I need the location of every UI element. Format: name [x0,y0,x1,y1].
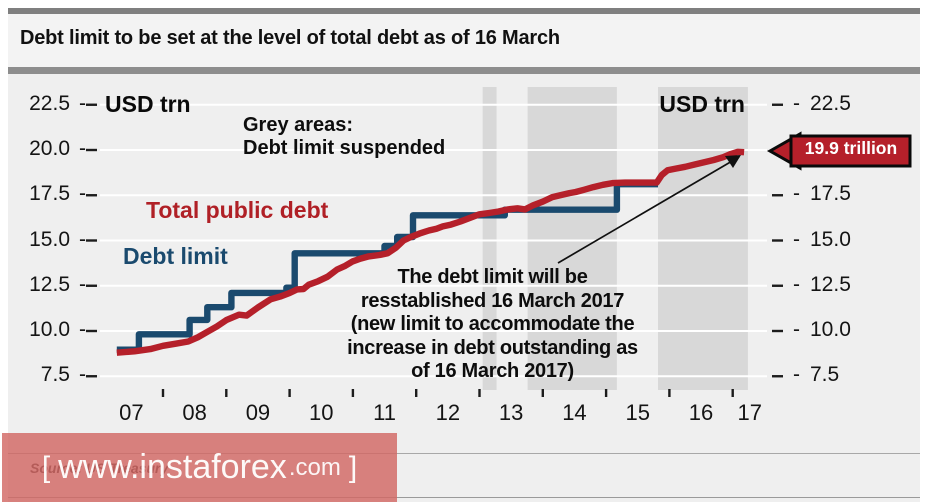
annotation-arrow-line [557,156,740,264]
end-value-callout-box [789,134,912,168]
x-axis-label: 10 [309,400,334,425]
suspension-band [527,87,617,390]
legend-debt-limit: Debt limit [123,243,228,269]
y-axis-label-left: 10.0- [29,318,86,341]
y-axis-unit-left: USD trn [105,91,191,117]
x-axis-label: 09 [245,400,271,425]
x-axis-label: 16 [688,400,714,425]
y-axis-unit-right: USD trn [659,91,745,117]
instaforex-watermark: [ www.instaforex .com ] [2,433,397,502]
x-axis-label: 07 [119,400,144,425]
watermark-site-name: www.instaforex [58,448,287,486]
annotation-arrow-head [725,155,741,168]
top-divider-bar [8,8,920,14]
grey-areas-note-line2: Debt limit suspended [243,137,446,159]
annotation-line: (new limit to accommodate the [350,313,635,335]
grey-areas-note-line1: Grey areas: [243,114,354,136]
end-value-callout-label: 19.9 trillion [804,138,898,158]
annotation-line: of 16 March 2017) [411,360,574,382]
x-axis-label: 14 [562,400,587,425]
total-public-debt-line [116,148,745,356]
y-axis-label-left: 22.5- [29,91,86,115]
watermark-bracket-close: ] [348,450,358,484]
debt-limit-line [116,180,658,353]
x-axis-label: 12 [435,400,461,425]
source-strip-divider-bottom [8,497,920,498]
y-axis-label-right: -12.5 [793,272,851,296]
annotation-line: resstablished 16 March 2017 [360,289,625,312]
watermark-bracket-open: [ [41,450,51,484]
x-axis-label: 17 [737,400,763,425]
y-axis-label-right: -15.0 [793,227,851,251]
title-band [8,14,920,67]
x-axis-label: 08 [182,400,207,425]
annotation-line: The debt limit will be [397,266,588,288]
y-axis-label-left: 15.0- [29,227,86,251]
y-axis-label-left: 7.5- [40,363,86,387]
chart-background [8,74,920,502]
x-axis-label: 13 [498,400,524,425]
suspension-band [658,87,748,390]
y-axis-label-left: 20.0- [29,137,86,160]
y-axis-label-right: -10.0 [793,318,851,341]
annotation-line: increase in debt outstanding as [347,336,638,359]
legend-total-public-debt: Total public debt [146,197,329,223]
y-axis-label-left: 17.5- [29,182,86,206]
watermark-domain: .com [288,453,341,481]
mid-divider-bar [8,67,920,74]
x-axis-label: 15 [625,400,650,425]
y-axis-label-left: 12.5- [29,272,86,296]
x-axis-label: 11 [373,400,396,425]
debt-limit-annotation: The debt limit will be resstablished 16 M… [300,266,685,384]
y-axis-label-right: -22.5 [793,91,851,115]
page-title: Debt limit to be set at the level of tot… [20,27,560,49]
y-axis-label-right: -17.5 [793,182,851,206]
grey-areas-note: Grey areas: Debt limit suspended [243,114,445,160]
source-strip-divider-top [8,453,920,454]
y-axis-label-right: -7.5 [793,363,840,387]
suspension-band [482,87,497,390]
